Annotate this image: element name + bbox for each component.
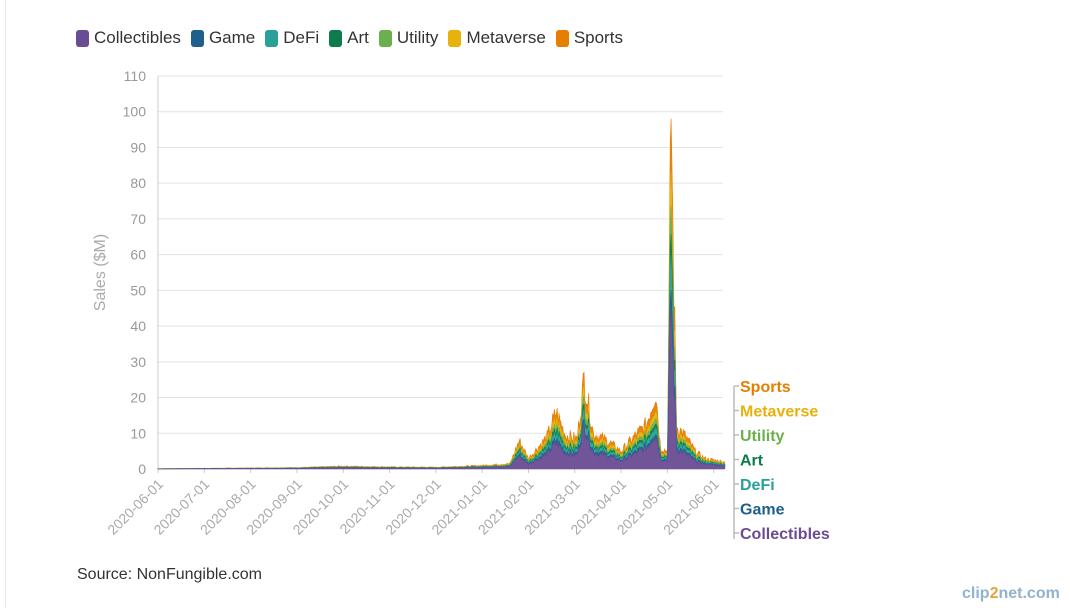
legend-label: Sports — [573, 28, 623, 47]
legend-swatch — [555, 29, 569, 47]
source-note: Source: NonFungible.com — [77, 566, 262, 583]
y-tick-label: 90 — [130, 139, 146, 155]
end-label-collectibles: Collectibles — [740, 526, 830, 543]
legend-label: Game — [208, 28, 256, 47]
end-label-metaverse: Metaverse — [740, 404, 818, 421]
legend-item-utility[interactable]: Utility — [378, 28, 439, 48]
y-tick-label: 100 — [123, 104, 147, 120]
end-label-art: Art — [740, 453, 764, 470]
legend-swatch — [378, 29, 392, 47]
end-label-defi: DeFi — [740, 477, 775, 494]
legend-item-sports[interactable]: Sports — [555, 28, 623, 48]
area-collectibles — [157, 311, 726, 470]
y-tick-label: 40 — [130, 318, 146, 334]
y-tick-label: 110 — [124, 68, 147, 84]
y-tick-label: 30 — [130, 354, 146, 370]
legend-item-collectibles[interactable]: Collectibles — [76, 28, 181, 48]
y-tick-label: 70 — [130, 211, 146, 227]
end-label-sports: Sports — [740, 379, 791, 396]
y-tick-label: 0 — [138, 461, 146, 477]
y-tick-label: 10 — [130, 425, 146, 441]
end-label-utility: Utility — [740, 428, 785, 445]
legend-label: Metaverse — [466, 28, 546, 47]
end-label-game: Game — [740, 502, 785, 519]
legend-label: Art — [347, 28, 369, 47]
y-axis-title: Sales ($M) — [92, 234, 109, 311]
watermark: clip2net.com — [962, 585, 1060, 602]
area-sports — [157, 118, 726, 470]
y-tick-label: 20 — [130, 390, 146, 406]
y-tick-label: 50 — [130, 282, 146, 298]
legend-item-game[interactable]: Game — [190, 28, 256, 48]
legend-item-defi[interactable]: DeFi — [265, 28, 319, 48]
legend-swatch — [329, 29, 343, 47]
y-tick-label: 60 — [130, 247, 146, 263]
legend-label: Utility — [396, 28, 439, 47]
legend-swatch — [448, 29, 462, 47]
legend-swatch — [76, 29, 89, 47]
legend-item-art[interactable]: Art — [329, 28, 369, 48]
legend-label: Collectibles — [94, 28, 181, 47]
legend-label: DeFi — [283, 28, 320, 47]
legend-item-metaverse[interactable]: Metaverse — [448, 28, 546, 48]
frame-border — [5, 0, 6, 608]
legend-swatch — [190, 29, 204, 47]
y-tick-label: 80 — [130, 175, 146, 191]
area-metaverse — [157, 171, 726, 470]
legend: Collectibles Game DeFi Art Utility Metaverse S… — [76, 28, 633, 48]
legend-swatch — [265, 29, 279, 47]
